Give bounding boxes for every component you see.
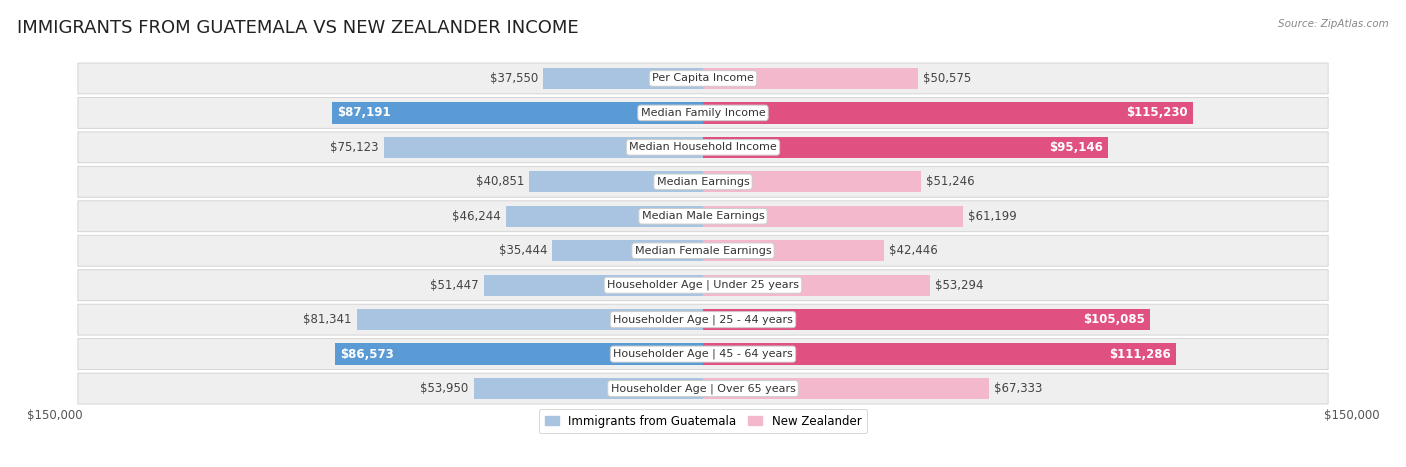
Bar: [703, 378, 990, 399]
Text: $67,333: $67,333: [994, 382, 1043, 395]
Bar: [703, 205, 963, 227]
Text: $61,199: $61,199: [969, 210, 1017, 223]
Text: $51,447: $51,447: [430, 279, 479, 292]
Text: $81,341: $81,341: [304, 313, 352, 326]
Bar: [703, 343, 1177, 365]
Text: $53,950: $53,950: [420, 382, 468, 395]
Bar: [703, 240, 883, 262]
Bar: [553, 240, 703, 262]
Text: Median Family Income: Median Family Income: [641, 108, 765, 118]
Text: $51,246: $51,246: [927, 175, 974, 188]
Text: $150,000: $150,000: [27, 409, 83, 422]
FancyBboxPatch shape: [77, 201, 1329, 232]
Bar: [335, 343, 703, 365]
Text: Householder Age | Under 25 years: Householder Age | Under 25 years: [607, 280, 799, 290]
FancyBboxPatch shape: [77, 166, 1329, 197]
FancyBboxPatch shape: [77, 235, 1329, 266]
FancyBboxPatch shape: [77, 339, 1329, 369]
Bar: [384, 137, 703, 158]
Text: Per Capita Income: Per Capita Income: [652, 73, 754, 84]
FancyBboxPatch shape: [77, 270, 1329, 301]
Text: $111,286: $111,286: [1109, 347, 1171, 361]
FancyBboxPatch shape: [77, 132, 1329, 163]
Bar: [703, 68, 918, 89]
Legend: Immigrants from Guatemala, New Zealander: Immigrants from Guatemala, New Zealander: [538, 409, 868, 433]
Text: $95,146: $95,146: [1049, 141, 1102, 154]
Text: $50,575: $50,575: [924, 72, 972, 85]
Text: Median Male Earnings: Median Male Earnings: [641, 211, 765, 221]
Bar: [506, 205, 703, 227]
Text: Householder Age | Over 65 years: Householder Age | Over 65 years: [610, 383, 796, 394]
FancyBboxPatch shape: [77, 304, 1329, 335]
Bar: [703, 275, 929, 296]
Text: Householder Age | 25 - 44 years: Householder Age | 25 - 44 years: [613, 314, 793, 325]
Text: $86,573: $86,573: [340, 347, 394, 361]
Bar: [543, 68, 703, 89]
Bar: [357, 309, 703, 330]
FancyBboxPatch shape: [77, 373, 1329, 404]
Text: $105,085: $105,085: [1083, 313, 1144, 326]
Text: $75,123: $75,123: [330, 141, 378, 154]
Bar: [529, 171, 703, 192]
Bar: [703, 309, 1150, 330]
Text: $87,191: $87,191: [337, 106, 391, 120]
Bar: [703, 137, 1108, 158]
Text: $35,444: $35,444: [499, 244, 547, 257]
Text: Median Household Income: Median Household Income: [628, 142, 778, 152]
Bar: [703, 102, 1194, 124]
Text: $37,550: $37,550: [489, 72, 538, 85]
Text: Median Female Earnings: Median Female Earnings: [634, 246, 772, 256]
Text: $53,294: $53,294: [935, 279, 983, 292]
Text: $46,244: $46,244: [453, 210, 501, 223]
Text: $42,446: $42,446: [889, 244, 938, 257]
Bar: [703, 171, 921, 192]
Bar: [484, 275, 703, 296]
Text: Householder Age | 45 - 64 years: Householder Age | 45 - 64 years: [613, 349, 793, 359]
Bar: [332, 102, 703, 124]
Text: IMMIGRANTS FROM GUATEMALA VS NEW ZEALANDER INCOME: IMMIGRANTS FROM GUATEMALA VS NEW ZEALAND…: [17, 19, 578, 37]
Text: $40,851: $40,851: [475, 175, 524, 188]
Text: $150,000: $150,000: [1323, 409, 1379, 422]
FancyBboxPatch shape: [77, 98, 1329, 128]
Text: Source: ZipAtlas.com: Source: ZipAtlas.com: [1278, 19, 1389, 28]
Bar: [474, 378, 703, 399]
Text: Median Earnings: Median Earnings: [657, 177, 749, 187]
Text: $115,230: $115,230: [1126, 106, 1188, 120]
FancyBboxPatch shape: [77, 63, 1329, 94]
